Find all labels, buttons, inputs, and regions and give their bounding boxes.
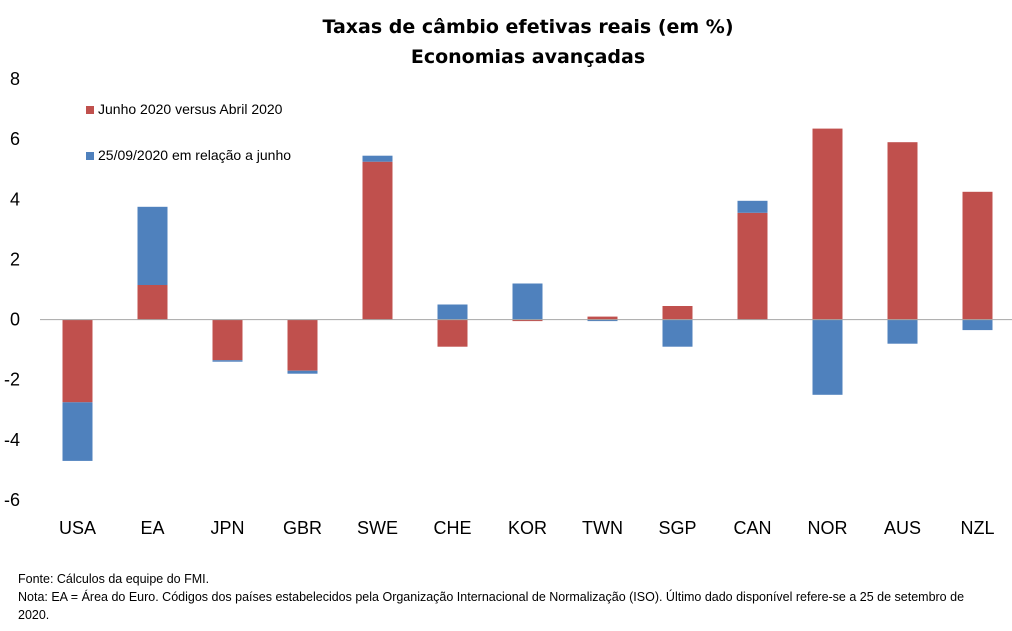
- bar-swe-series-2: [362, 155, 393, 162]
- legend: Junho 2020 versus Abril 2020 25/09/2020 e…: [86, 101, 291, 163]
- x-tick-label-can: CAN: [733, 518, 771, 538]
- x-tick-label-ea: EA: [140, 518, 164, 538]
- bar-aus-series-1: [887, 142, 918, 320]
- y-tick-label: 2: [10, 249, 20, 269]
- bar-aus-series-2: [887, 319, 918, 344]
- bar-nor-series-1: [812, 128, 843, 320]
- bar-twn-series-2: [587, 319, 618, 322]
- bar-gbr-series-2: [287, 370, 318, 374]
- bar-che-series-1: [437, 319, 468, 347]
- y-tick-label: 4: [10, 189, 20, 209]
- bar-twn-series-1: [587, 316, 618, 320]
- footnote: Nota: EA = Área do Euro. Códigos dos paí…: [18, 590, 965, 622]
- y-tick-label: -4: [4, 430, 20, 450]
- bar-kor-series-2: [512, 283, 543, 320]
- chart-notes: Fonte: Cálculos da equipe do FMI. Nota: …: [18, 570, 998, 624]
- x-tick-label-usa: USA: [59, 518, 96, 538]
- bar-can-series-1: [737, 212, 768, 320]
- y-axis-ticks: -6 -4 -2 0 2 4 6 8: [4, 69, 20, 510]
- bar-nzl-series-1: [962, 191, 993, 320]
- x-tick-label-sgp: SGP: [658, 518, 696, 538]
- bar-nzl-series-2: [962, 319, 993, 331]
- x-tick-label-gbr: GBR: [283, 518, 322, 538]
- y-tick-label: 8: [10, 69, 20, 89]
- x-tick-label-jpn: JPN: [210, 518, 244, 538]
- bar-che-series-2: [437, 304, 468, 320]
- bar-jpn-series-1: [212, 319, 243, 361]
- chart-title: Taxas de câmbio efetivas reais (em %): [322, 16, 733, 38]
- bar-nor-series-2: [812, 319, 843, 395]
- bar-usa-series-1: [62, 319, 93, 403]
- bar-chart: Taxas de câmbio efetivas reais (em %) Ec…: [4, 16, 1012, 538]
- bar-ea-series-2: [137, 206, 168, 285]
- legend-swatch-2: [86, 152, 94, 160]
- x-tick-label-twn: TWN: [582, 518, 623, 538]
- y-tick-label: 0: [10, 310, 20, 330]
- source-note: Fonte: Cálculos da equipe do FMI.: [18, 572, 210, 586]
- y-tick-label: 6: [10, 129, 20, 149]
- bar-ea-series-1: [137, 285, 168, 320]
- y-tick-label: -6: [4, 490, 20, 510]
- bar-sgp-series-2: [662, 319, 693, 347]
- x-tick-label-nor: NOR: [808, 518, 848, 538]
- x-axis-ticks: USA EA JPN GBR SWE CHE KOR TWN SGP CAN NOR AUS NZL: [59, 518, 995, 538]
- x-tick-label-swe: SWE: [357, 518, 398, 538]
- x-tick-label-nzl: NZL: [960, 518, 994, 538]
- x-tick-label-che: CHE: [433, 518, 471, 538]
- legend-label-2: 25/09/2020 em relação a junho: [98, 147, 291, 163]
- bars-group: [62, 128, 993, 461]
- legend-swatch-1: [86, 106, 94, 114]
- x-tick-label-kor: KOR: [508, 518, 547, 538]
- bar-jpn-series-2: [212, 360, 243, 362]
- bar-swe-series-1: [362, 161, 393, 320]
- bar-sgp-series-1: [662, 306, 693, 320]
- x-tick-label-aus: AUS: [884, 518, 921, 538]
- chart-subtitle: Economias avançadas: [411, 46, 645, 68]
- legend-label-1: Junho 2020 versus Abril 2020: [98, 101, 283, 117]
- y-tick-label: -2: [4, 370, 20, 390]
- bar-gbr-series-1: [287, 319, 318, 371]
- bar-can-series-2: [737, 200, 768, 213]
- bar-kor-series-1: [512, 319, 543, 322]
- bar-usa-series-2: [62, 402, 93, 461]
